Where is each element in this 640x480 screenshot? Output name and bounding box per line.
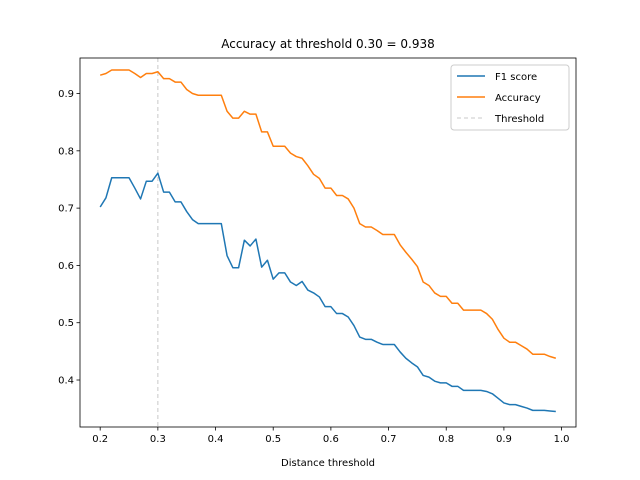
x-tick-label: 0.6 [323, 434, 339, 445]
legend-box [450, 64, 570, 131]
y-tick-label: 0.9 [58, 89, 74, 100]
y-tick-label: 0.8 [58, 146, 74, 157]
x-tick-label: 0.8 [438, 434, 454, 445]
axes-frame [79, 57, 577, 428]
x-tick-label: 1.0 [554, 434, 570, 445]
y-axis-ticks: 0.4 0.5 0.6 0.7 0.8 0.9 [58, 89, 80, 387]
chart-title: Accuracy at threshold 0.30 = 0.938 [221, 37, 435, 51]
x-axis-ticks: 0.2 0.3 0.4 0.5 0.6 0.7 0.8 0.9 1.0 [92, 427, 570, 445]
legend-label-threshold: Threshold [494, 114, 544, 125]
f1-score-line [99, 172, 556, 413]
y-tick-label: 0.5 [58, 318, 74, 329]
legend: F1 score Accuracy Threshold [450, 64, 570, 131]
y-tick-label: 0.4 [58, 376, 74, 387]
x-tick-label: 0.5 [265, 434, 281, 445]
x-tick-label: 0.4 [208, 434, 224, 445]
x-tick-label: 0.7 [381, 434, 397, 445]
x-axis-label: Distance threshold [281, 458, 375, 469]
y-tick-label: 0.6 [58, 261, 74, 272]
legend-label-f1-score: F1 score [495, 72, 537, 83]
legend-label-accuracy: Accuracy [495, 93, 541, 104]
x-tick-label: 0.9 [496, 434, 512, 445]
accuracy-line [99, 69, 557, 359]
x-tick-label: 0.3 [150, 434, 166, 445]
y-tick-label: 0.7 [58, 204, 74, 215]
plot-area [99, 58, 557, 427]
x-tick-label: 0.2 [92, 434, 108, 445]
